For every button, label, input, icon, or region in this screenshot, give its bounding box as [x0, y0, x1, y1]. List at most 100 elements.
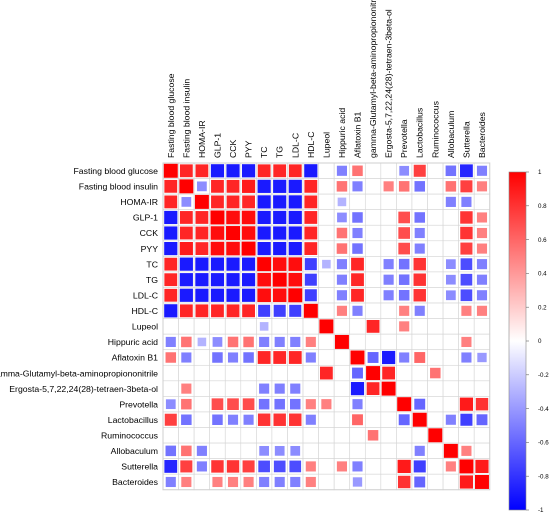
column-label-tg: TG	[275, 146, 285, 158]
heatmap-cell-1-16	[414, 181, 425, 192]
heatmap-cell-bg	[380, 458, 397, 475]
heatmap-cell-15-6	[258, 398, 270, 410]
colorbar-tick-label: 0.4	[538, 271, 547, 278]
heatmap-cell-bg	[349, 193, 366, 210]
heatmap-cell-6-5	[241, 257, 256, 271]
heatmap-cell-3-19	[460, 211, 473, 224]
colorbar-tick-label: 0.8	[538, 203, 547, 210]
heatmap-cell-18-19	[461, 445, 472, 456]
column-label-lactobacillus: Lactobacillus	[415, 107, 425, 158]
heatmap-cell-5-5	[241, 241, 256, 256]
heatmap-cell-20-5	[243, 476, 254, 488]
heatmap-cell-bg	[318, 287, 335, 304]
heatmap-cell-bg	[427, 318, 444, 335]
heatmap-cell-4-2	[195, 226, 209, 240]
heatmap-cell-0-12	[352, 165, 363, 177]
heatmap-cell-13-12	[352, 367, 363, 379]
heatmap-cell-bg	[256, 427, 273, 444]
heatmap-cell-20-6	[259, 476, 270, 488]
heatmap-cell-0-11	[336, 165, 348, 176]
heatmap-cell-bg	[287, 364, 304, 382]
heatmap-cell-bg	[193, 396, 210, 413]
heatmap-cell-19-5	[242, 460, 255, 473]
heatmap-cell-10-6	[259, 322, 269, 331]
heatmap-cell-20-0	[165, 476, 176, 488]
row-label-lactobacillus: Lactobacillus	[108, 415, 159, 425]
heatmap-cell-9-1	[179, 304, 193, 318]
heatmap-cell-9-3	[211, 304, 224, 318]
heatmap-cell-bg	[224, 364, 242, 382]
heatmap-cell-1-1	[179, 179, 194, 194]
heatmap-cell-18-1	[181, 445, 192, 457]
row-label-lupeol: Lupeol	[132, 322, 158, 332]
column-label-pyy: PYY	[244, 140, 254, 158]
heatmap-cell-8-8	[288, 288, 303, 303]
heatmap-cell-8-2	[195, 288, 209, 302]
heatmap-cell-bg	[333, 442, 351, 459]
heatmap-cell-bg	[427, 271, 444, 288]
heatmap-cell-bg	[193, 427, 210, 444]
heatmap-cell-19-16	[413, 460, 426, 473]
heatmap-cell-bg	[473, 318, 491, 335]
heatmap-cell-12-20	[477, 352, 487, 363]
heatmap-cell-9-15	[399, 305, 410, 316]
heatmap-cell-7-7	[272, 272, 287, 287]
heatmap-cell-5-20	[476, 243, 488, 254]
heatmap-cell-12-9	[305, 352, 316, 363]
heatmap-cell-bg	[427, 333, 444, 351]
heatmap-cell-10-13	[366, 319, 380, 333]
heatmap-cell-12-0	[165, 352, 177, 363]
heatmap-cell-bg	[162, 380, 179, 397]
heatmap-cell-10-15	[399, 321, 410, 332]
heatmap-cell-19-6	[258, 460, 270, 473]
heatmap-cell-bg	[473, 364, 491, 382]
heatmap-cell-bg	[442, 427, 459, 444]
heatmap-cell-18-0	[165, 445, 177, 457]
heatmap-cell-bg	[364, 396, 382, 413]
colorbar-tick-label: -0.2	[538, 372, 549, 379]
heatmap-cell-18-2	[196, 445, 207, 456]
heatmap-cell-6-20	[476, 259, 488, 270]
heatmap-cell-bg	[364, 178, 382, 195]
heatmap-cell-16-5	[243, 414, 254, 425]
heatmap-cell-8-12	[351, 288, 364, 302]
heatmap-cell-2-8	[288, 195, 302, 209]
heatmap-cell-8-14	[383, 290, 394, 301]
heatmap-cell-bg	[396, 380, 413, 397]
heatmap-cell-bg	[442, 380, 459, 397]
heatmap-cell-5-3	[210, 241, 225, 256]
heatmap-cell-0-19	[460, 164, 473, 178]
heatmap-cell-17-13	[367, 430, 379, 441]
heatmap-cell-6-4	[226, 257, 240, 271]
heatmap-cell-8-7	[272, 288, 287, 303]
heatmap-cell-4-19	[460, 226, 473, 240]
heatmap-cell-12-1	[181, 352, 192, 363]
column-label-homa-ir: HOMA-IR	[197, 120, 207, 158]
row-labels: Fasting blood glucose Fasting blood insul…	[0, 166, 159, 487]
heatmap-cell-0-3	[210, 164, 225, 178]
column-label-allobaculum: Allobaculum	[446, 111, 456, 158]
heatmap-cell-bg	[162, 318, 179, 335]
colorbar-tick-label: -0.8	[538, 473, 549, 480]
heatmap-cell-11-0	[165, 336, 176, 348]
heatmap-cell-8-3	[210, 288, 225, 302]
colorbar-gradient	[508, 171, 527, 511]
heatmap-cell-15-1	[181, 398, 192, 410]
heatmap-cell-1-12	[352, 181, 363, 192]
heatmap-cell-bg	[458, 427, 475, 444]
heatmap-cell-bg	[318, 271, 335, 288]
heatmap-cell-20-8	[290, 476, 301, 488]
heatmap-cell-19-20	[475, 459, 489, 474]
heatmap-cell-12-14	[382, 350, 396, 365]
column-label-prevotella: Prevotella	[399, 119, 409, 158]
heatmap-cell-4-12	[352, 227, 363, 239]
heatmap-cell-3-1	[179, 211, 193, 224]
heatmap-cell-bg	[302, 318, 319, 335]
heatmap-cell-19-3	[211, 460, 224, 473]
heatmap-cell-6-1	[179, 257, 193, 271]
heatmap-cell-4-11	[336, 227, 348, 239]
heatmap-cell-0-0	[163, 163, 178, 178]
heatmap-cell-11-8	[290, 336, 301, 348]
heatmap-cell-bg	[473, 442, 491, 459]
heatmap-cell-bg	[364, 271, 382, 288]
